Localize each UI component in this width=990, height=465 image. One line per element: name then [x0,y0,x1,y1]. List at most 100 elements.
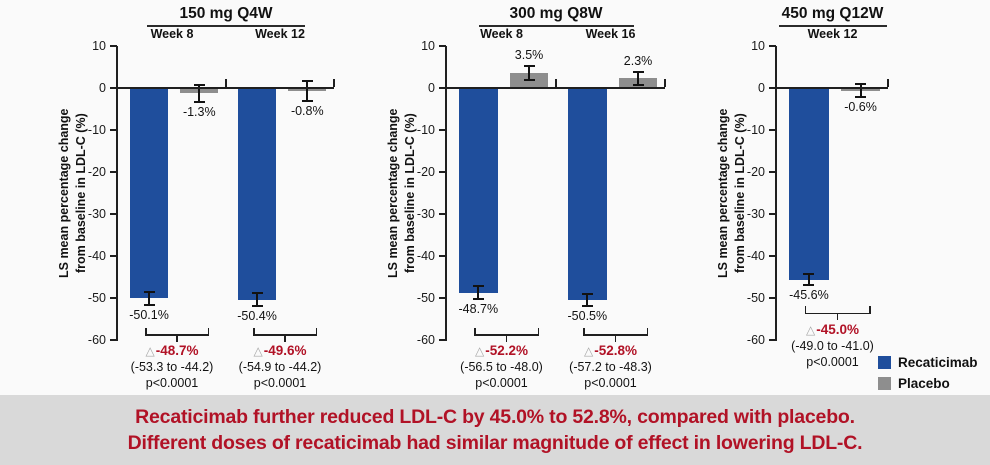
recaticimab-error-bar-cap [581,305,593,308]
recaticimab-error-bar [148,291,151,306]
week-label: Week 16 [585,27,636,41]
group-separator-tick [664,79,666,87]
recaticimab-error-bar-cap [472,297,484,300]
y-tick-label: 10 [92,39,106,53]
difference-value: -48.7% [155,343,199,359]
recaticimab-value-label: -50.4% [237,309,277,324]
placebo-error-bar-cap [193,83,205,86]
week-label: Week 12 [255,27,305,41]
y-tick-label: -50 [416,291,435,305]
difference-bracket-stub [614,335,617,342]
difference-bracket-end [145,327,147,335]
difference-bracket-stub [836,314,839,321]
placebo-error-bar-cap [301,80,313,83]
placebo-error-bar-cap [301,100,313,103]
y-tick-label: -60 [87,333,106,347]
y-tick-label: 10 [421,39,435,53]
y-tick-label: -40 [746,249,765,263]
summary-banner: Recaticimab further reduced LDL-C by 45.… [0,395,990,465]
difference-ci-label: (-56.5 to -48.0) [460,360,543,375]
y-tick-label: 10 [751,39,765,53]
y-tick-mark [110,129,117,131]
recaticimab-error-bar [256,292,259,307]
recaticimab-value-label: -45.6% [789,287,829,302]
y-tick-label: -10 [416,123,435,137]
recaticimab-error-bar [477,286,480,299]
legend-item-placebo: Placebo [878,376,978,391]
difference-bracket-end [207,327,210,335]
placebo-error-bar-cap [855,82,867,85]
difference-value: -52.2% [485,343,528,359]
panel-title-text: 300 mg Q8W [478,5,634,27]
difference-bracket [253,334,318,336]
difference-bracket-stub [284,335,286,342]
y-tick-label: -40 [87,249,106,263]
recaticimab-bar [567,88,607,301]
difference-bracket-end [474,327,476,335]
recaticimab-bar [129,88,169,299]
difference-delta-label: △-48.7% [118,343,226,359]
week-label: Week 12 [807,27,858,41]
y-tick-mark [439,129,446,131]
placebo-error-bar-cap [632,70,644,73]
difference-delta-label: △-52.8% [556,343,665,359]
y-tick-mark [110,87,117,89]
placebo-error-bar [637,71,640,86]
panel-title: 150 mg Q4W [96,5,356,27]
difference-p-label: p<0.0001 [145,376,199,391]
group-separator-tick [225,79,227,87]
difference-ci-label: (-57.2 to -48.3) [569,360,652,375]
y-tick-mark [769,129,776,131]
difference-p-label: p<0.0001 [806,354,859,369]
difference-delta-label: △-49.6% [226,343,334,359]
legend-item-recaticimab: Recaticimab [878,355,978,370]
difference-bracket-stub [505,335,508,342]
recaticimab-error-bar-cap [143,290,155,293]
difference-bracket-end [537,327,540,335]
y-tick-label: -50 [87,291,106,305]
difference-value: -49.6% [263,343,307,359]
recaticimab-error-bar [586,293,589,307]
recaticimab-value-label: -48.7% [458,301,499,316]
banner-line-1: Recaticimab further reduced LDL-C by 45.… [135,406,855,428]
difference-value: -45.0% [816,321,859,337]
recaticimab-error-bar-cap [472,285,484,288]
difference-ci-label: (-49.0 to -41.0) [791,338,874,353]
panel-title: 450 mg Q12W [703,5,963,27]
difference-p-label: p<0.0001 [253,376,307,391]
difference-p-label: p<0.0001 [475,376,528,391]
placebo-error-bar [198,84,201,103]
difference-bracket-end [869,306,871,314]
recaticimab-error-bar-cap [581,292,593,295]
y-tick-mark [769,255,776,257]
triangle-delta-icon: △ [583,344,594,359]
recaticimab-swatch-icon [878,356,891,369]
recaticimab-bar [237,88,277,300]
y-tick-label: -10 [87,123,106,137]
triangle-delta-icon: △ [145,344,155,359]
y-tick-label: -10 [746,123,765,137]
difference-bracket [145,334,210,336]
placebo-error-bar [528,66,531,81]
y-tick-mark [439,45,446,47]
placebo-error-bar [306,81,309,102]
y-tick-label: -60 [746,333,765,347]
group-separator-tick [555,79,557,87]
y-tick-mark [110,171,117,173]
triangle-delta-icon: △ [253,344,263,359]
y-tick-mark [769,45,776,47]
y-tick-mark [110,213,117,215]
placebo-error-bar-cap [193,101,205,104]
placebo-value-label: 3.5% [514,48,544,63]
placebo-value-label: 2.3% [623,53,653,68]
group-separator-tick [333,79,335,87]
difference-bracket-end [315,327,318,335]
y-tick-mark [439,339,446,341]
recaticimab-value-label: -50.1% [129,308,169,323]
y-tick-mark [439,171,446,173]
